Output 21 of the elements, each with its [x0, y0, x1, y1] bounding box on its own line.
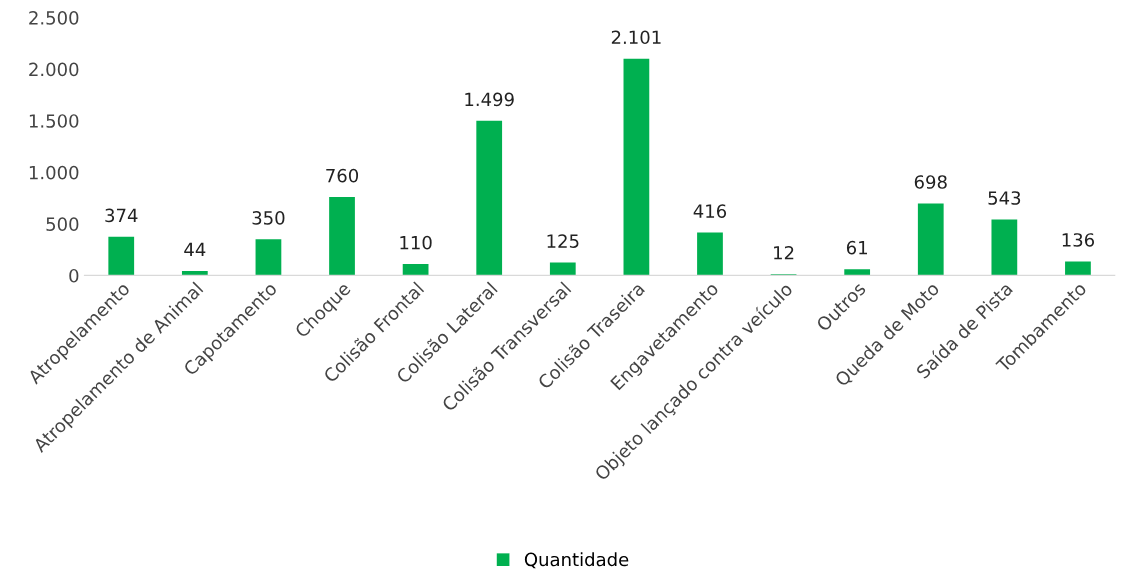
- data-label: 543: [988, 191, 1021, 205]
- y-tick-label: 1.500: [29, 114, 79, 128]
- data-label: 698: [914, 175, 947, 189]
- legend-label: Quantidade: [524, 552, 629, 569]
- data-label: 44: [184, 242, 206, 257]
- y-tick-label: 0: [69, 268, 79, 283]
- data-label: 12: [774, 245, 794, 260]
- y-tick-label: 2.000: [29, 62, 79, 77]
- data-label: 110: [400, 235, 432, 250]
- y-tick-label: 2.500: [29, 11, 79, 25]
- y-tick-label: 1.000: [29, 165, 79, 180]
- data-label: 374: [105, 208, 138, 223]
- data-label: 760: [326, 168, 359, 183]
- y-tick-label: 500: [46, 217, 79, 231]
- data-label: 136: [1062, 233, 1095, 247]
- data-label: 2.101: [611, 30, 661, 45]
- data-label: 125: [547, 234, 579, 248]
- data-label: 350: [252, 211, 285, 225]
- data-label: 416: [693, 204, 727, 218]
- data-label: 1.499: [465, 92, 514, 107]
- data-label: 61: [846, 240, 867, 255]
